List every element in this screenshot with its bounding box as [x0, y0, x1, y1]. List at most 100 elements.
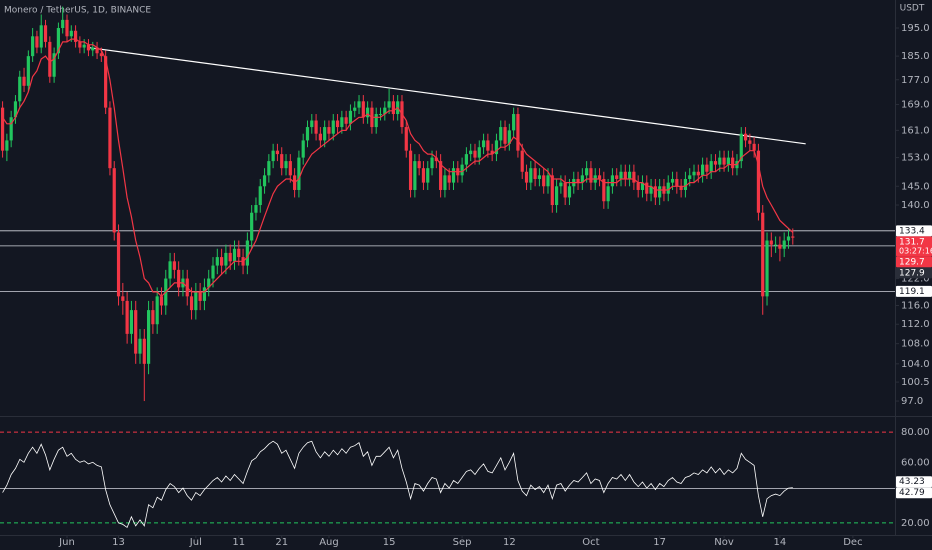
rsi-tag [896, 476, 932, 488]
candle-body [288, 161, 292, 176]
price-tag [896, 267, 932, 279]
y-tick-label: 122.0 [901, 274, 930, 285]
candle-body [718, 157, 722, 165]
price-tag-label: 131.7 [899, 237, 925, 247]
x-tick-label: 13 [112, 537, 125, 548]
candle-body [554, 186, 559, 206]
candle-body [473, 150, 477, 158]
candle-body [413, 161, 417, 190]
candle-body [378, 114, 383, 116]
countdown: 03:27:16 [899, 246, 932, 255]
candle-body [503, 127, 507, 144]
candle-body [421, 168, 426, 183]
candle-body [559, 182, 563, 187]
y-tick-label: 97.0 [901, 396, 923, 407]
candle-body [232, 248, 237, 262]
candle-body [78, 41, 82, 48]
candle-body [65, 19, 69, 37]
candle-body [761, 212, 765, 297]
price-tag [896, 285, 932, 297]
price-tag [896, 256, 932, 268]
candle-body [318, 133, 322, 141]
candle-body [215, 257, 219, 266]
candle-body [713, 161, 718, 165]
candle-body [791, 236, 795, 238]
candle-body [387, 101, 391, 108]
y-tick-label: 153.0 [901, 153, 930, 164]
candle-body [477, 147, 481, 158]
candle-body [361, 101, 365, 118]
x-tick-label: Aug [319, 537, 339, 548]
candle-body [430, 157, 434, 169]
candle-body [499, 127, 503, 141]
candle-body [280, 154, 284, 169]
y-tick-label: 140.0 [901, 200, 930, 211]
candle-body [743, 133, 748, 141]
candle-body [516, 114, 520, 151]
trendline [88, 46, 806, 145]
candle-body [357, 101, 361, 108]
candle-body [524, 171, 529, 183]
candle-body [155, 296, 159, 325]
candle-body [490, 150, 494, 155]
candle-body [404, 127, 408, 151]
candle-body [597, 175, 602, 179]
candle-body [606, 186, 610, 202]
candle-body [348, 110, 353, 124]
y-tick-label: 108.0 [901, 339, 930, 350]
candle-body [202, 287, 207, 301]
y-tick-label: 177.0 [901, 75, 930, 86]
candle-body [228, 252, 232, 262]
candle-body [56, 28, 61, 54]
candle-body [580, 175, 584, 183]
x-tick-label: 15 [383, 537, 396, 548]
candle-body [602, 178, 606, 202]
candle-body [271, 150, 275, 162]
candle-body [705, 164, 709, 172]
candle-body [623, 171, 627, 179]
y-tick-label: 161.0 [901, 125, 930, 136]
candle-body [636, 182, 640, 190]
candle-body [782, 240, 786, 249]
candle-body [692, 171, 696, 176]
candle-body [653, 186, 657, 198]
candle-body [95, 47, 99, 54]
x-tick-label: 11 [232, 537, 245, 548]
candle-body [443, 175, 447, 190]
candle-body [520, 150, 524, 172]
rsi-tag-label: 43.23 [899, 477, 925, 487]
x-tick-label: 17 [653, 537, 666, 548]
candle-body [353, 107, 357, 111]
candle-body [589, 168, 593, 183]
candle-body [177, 269, 181, 288]
candle-body [469, 150, 473, 155]
price-tag-label: 127.9 [899, 268, 925, 278]
candle-body [726, 157, 730, 165]
candle-body [134, 310, 138, 354]
candle-body [189, 296, 194, 311]
candle-body [254, 205, 258, 213]
candle-body [683, 178, 688, 190]
candle-body [301, 140, 305, 158]
candle-body [464, 154, 468, 165]
candle-body [786, 236, 791, 241]
candle-body [529, 168, 533, 183]
candle-body [675, 178, 679, 187]
price-tag-label: 119.1 [899, 287, 925, 297]
candle-body [207, 278, 211, 288]
candle-body [121, 296, 125, 301]
y-tick-label: 145.0 [901, 181, 930, 192]
candle-body [769, 240, 773, 245]
candle-body [43, 25, 48, 42]
candle-body [542, 175, 546, 187]
candle-body [13, 101, 18, 118]
candle-body [250, 212, 254, 241]
candle-body [774, 244, 778, 246]
candle-body [567, 186, 572, 198]
candle-body [340, 117, 344, 128]
candle-body [765, 240, 769, 297]
candle-body [323, 127, 327, 141]
candle-body [666, 182, 670, 194]
rsi-tick-label: 20.00 [901, 518, 930, 529]
